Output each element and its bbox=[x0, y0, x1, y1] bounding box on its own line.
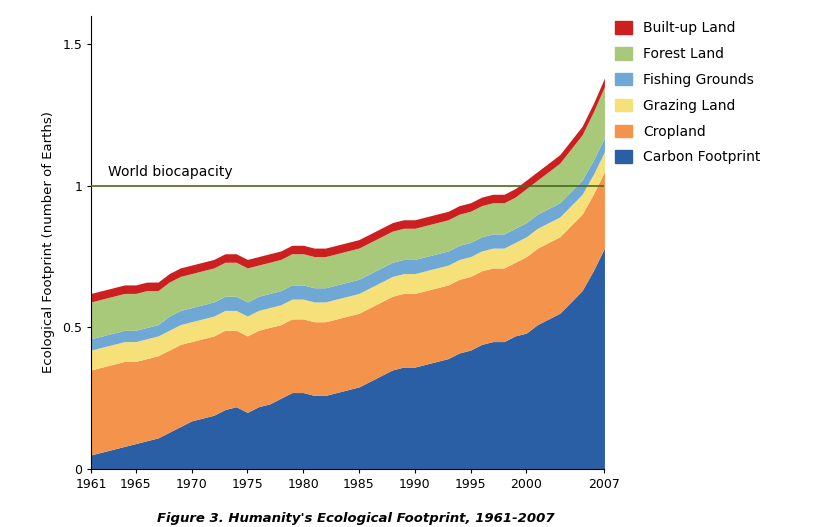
Legend: Built-up Land, Forest Land, Fishing Grounds, Grazing Land, Cropland, Carbon Foot: Built-up Land, Forest Land, Fishing Grou… bbox=[609, 16, 765, 170]
Text: Figure 3. Humanity's Ecological Footprint, 1961-2007: Figure 3. Humanity's Ecological Footprin… bbox=[157, 512, 554, 525]
Y-axis label: Ecological Footprint (number of Earths): Ecological Footprint (number of Earths) bbox=[42, 112, 55, 373]
Text: World biocapacity: World biocapacity bbox=[108, 164, 232, 179]
